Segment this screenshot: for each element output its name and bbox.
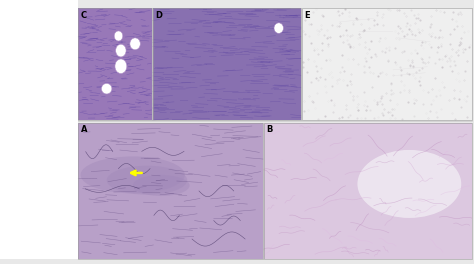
Ellipse shape [107,166,187,195]
Text: D: D [155,11,162,20]
Ellipse shape [357,150,461,218]
Bar [0,0,78,264]
Bar [153,8,301,120]
Ellipse shape [81,156,185,193]
Ellipse shape [130,38,140,50]
Bar [302,8,472,120]
Text: E: E [304,11,310,20]
Bar [0,259,474,264]
Ellipse shape [101,83,112,94]
Ellipse shape [274,23,283,34]
Bar [264,123,472,259]
Text: C: C [81,11,87,20]
Bar [264,123,472,259]
Ellipse shape [115,59,127,73]
Bar [302,8,472,120]
Ellipse shape [133,175,190,196]
Text: A: A [81,125,87,134]
Bar [153,8,301,120]
Ellipse shape [114,31,123,41]
Text: B: B [266,125,273,134]
Bar [78,8,152,120]
Bar [78,123,263,259]
Bar [78,8,152,120]
Bar [78,123,263,259]
Ellipse shape [116,44,126,57]
